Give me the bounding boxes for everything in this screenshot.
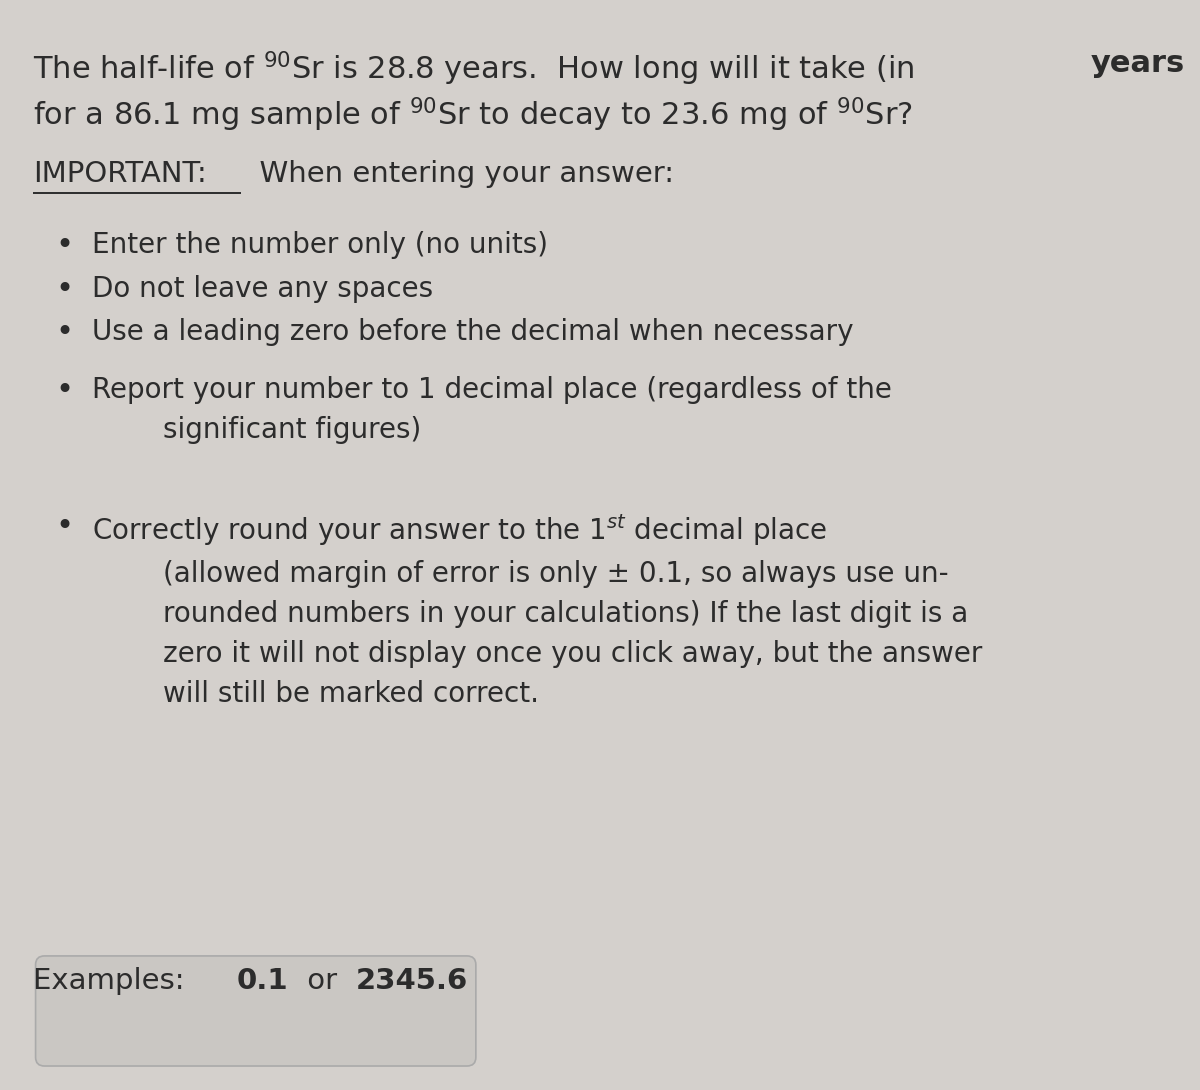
Text: 2345.6: 2345.6 <box>356 967 468 995</box>
Text: Do not leave any spaces: Do not leave any spaces <box>92 275 433 303</box>
Text: 0.1: 0.1 <box>236 967 288 995</box>
Text: Examples:: Examples: <box>34 967 203 995</box>
Text: •: • <box>55 512 73 542</box>
Text: IMPORTANT:: IMPORTANT: <box>34 160 208 189</box>
Text: •: • <box>55 318 73 348</box>
FancyBboxPatch shape <box>36 956 476 1066</box>
Text: or: or <box>299 967 347 995</box>
Text: years: years <box>1091 49 1184 78</box>
Text: The half-life of $^{90}$Sr is 28.8 years.  How long will it take (in: The half-life of $^{90}$Sr is 28.8 years… <box>34 49 918 87</box>
Text: Correctly round your answer to the 1$^{st}$ decimal place
        (allowed margi: Correctly round your answer to the 1$^{s… <box>92 512 983 707</box>
Text: When entering your answer:: When entering your answer: <box>241 160 674 189</box>
Text: for a 86.1 mg sample of $^{90}$Sr to decay to 23.6 mg of $^{90}$Sr?: for a 86.1 mg sample of $^{90}$Sr to dec… <box>34 96 913 134</box>
Text: Report your number to 1 decimal place (regardless of the
        significant fig: Report your number to 1 decimal place (r… <box>92 376 892 444</box>
Text: •: • <box>55 275 73 304</box>
Text: •: • <box>55 376 73 405</box>
Text: •: • <box>55 231 73 261</box>
Text: Use a leading zero before the decimal when necessary: Use a leading zero before the decimal wh… <box>92 318 853 347</box>
Text: Enter the number only (no units): Enter the number only (no units) <box>92 231 548 259</box>
